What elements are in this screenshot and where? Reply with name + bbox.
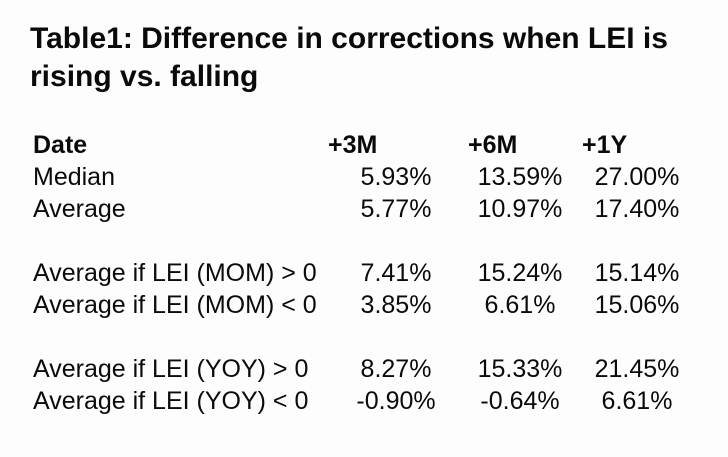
table-row: Average if LEI (MOM) < 0 3.85% 6.61% 15.… xyxy=(0,289,728,321)
cell-value xyxy=(581,321,693,353)
row-label: Average if LEI (MOM) < 0 xyxy=(33,291,317,319)
row-label: Average if LEI (YOY) < 0 xyxy=(33,387,309,415)
data-table: Date +3M +6M +1Y Median 5.93% 13.59% 27.… xyxy=(0,129,728,417)
cell-value: 27.00% xyxy=(594,163,680,191)
column-header-date: Date xyxy=(33,131,88,159)
cell-value xyxy=(581,225,693,257)
cell-value: 5.93% xyxy=(360,163,432,191)
cell-value: 3.85% xyxy=(360,291,432,319)
cell-value: -0.64% xyxy=(480,387,560,415)
table-row: Average if LEI (YOY) > 0 8.27% 15.33% 21… xyxy=(0,353,728,385)
table-body: Median 5.93% 13.59% 27.00% Average 5.77%… xyxy=(0,161,728,417)
table-header-row: Date +3M +6M +1Y xyxy=(0,129,728,161)
table-row: Average if LEI (YOY) < 0 -0.90% -0.64% 6… xyxy=(0,385,728,417)
cell-value xyxy=(459,321,581,353)
cell-value: 15.24% xyxy=(477,259,563,287)
table-row: Average 5.77% 10.97% 17.40% xyxy=(0,193,728,225)
cell-value: 6.61% xyxy=(484,291,556,319)
column-header-plus-1y: +1Y xyxy=(582,131,628,159)
column-header-plus-3m: +3M xyxy=(328,131,378,159)
row-label xyxy=(0,321,333,353)
cell-value: 5.77% xyxy=(360,195,432,223)
cell-value: 6.61% xyxy=(601,387,673,415)
cell-value: 15.14% xyxy=(594,259,680,287)
row-label xyxy=(0,225,333,257)
row-label: Median xyxy=(33,163,115,191)
cell-value: 8.27% xyxy=(360,355,432,383)
cell-value: 10.97% xyxy=(477,195,563,223)
table-row: Median 5.93% 13.59% 27.00% xyxy=(0,161,728,193)
cell-value xyxy=(333,225,459,257)
column-header-plus-6m: +6M xyxy=(468,131,518,159)
table-row xyxy=(0,321,728,353)
cell-value xyxy=(333,321,459,353)
cell-value xyxy=(459,225,581,257)
cell-value: 15.06% xyxy=(594,291,680,319)
cell-value: 13.59% xyxy=(477,163,563,191)
row-label: Average if LEI (YOY) > 0 xyxy=(33,355,309,383)
cell-value: 21.45% xyxy=(594,355,680,383)
cell-value: -0.90% xyxy=(356,387,436,415)
table-row xyxy=(0,225,728,257)
row-label: Average xyxy=(33,195,126,223)
table-title: Table1: Difference in corrections when L… xyxy=(30,22,668,93)
cell-value: 7.41% xyxy=(360,259,432,287)
row-label: Average if LEI (MOM) > 0 xyxy=(33,259,317,287)
cell-value: 15.33% xyxy=(477,355,563,383)
cell-value: 17.40% xyxy=(594,195,680,223)
table-row: Average if LEI (MOM) > 0 7.41% 15.24% 15… xyxy=(0,257,728,289)
